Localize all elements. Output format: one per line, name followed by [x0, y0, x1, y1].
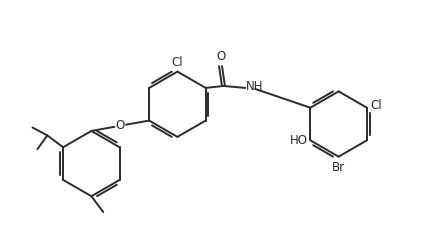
Text: Cl: Cl [172, 56, 183, 69]
Text: NH: NH [246, 80, 264, 93]
Text: O: O [116, 119, 125, 132]
Text: HO: HO [290, 134, 308, 147]
Text: O: O [216, 50, 225, 63]
Text: Cl: Cl [371, 99, 383, 112]
Text: Br: Br [332, 161, 345, 174]
